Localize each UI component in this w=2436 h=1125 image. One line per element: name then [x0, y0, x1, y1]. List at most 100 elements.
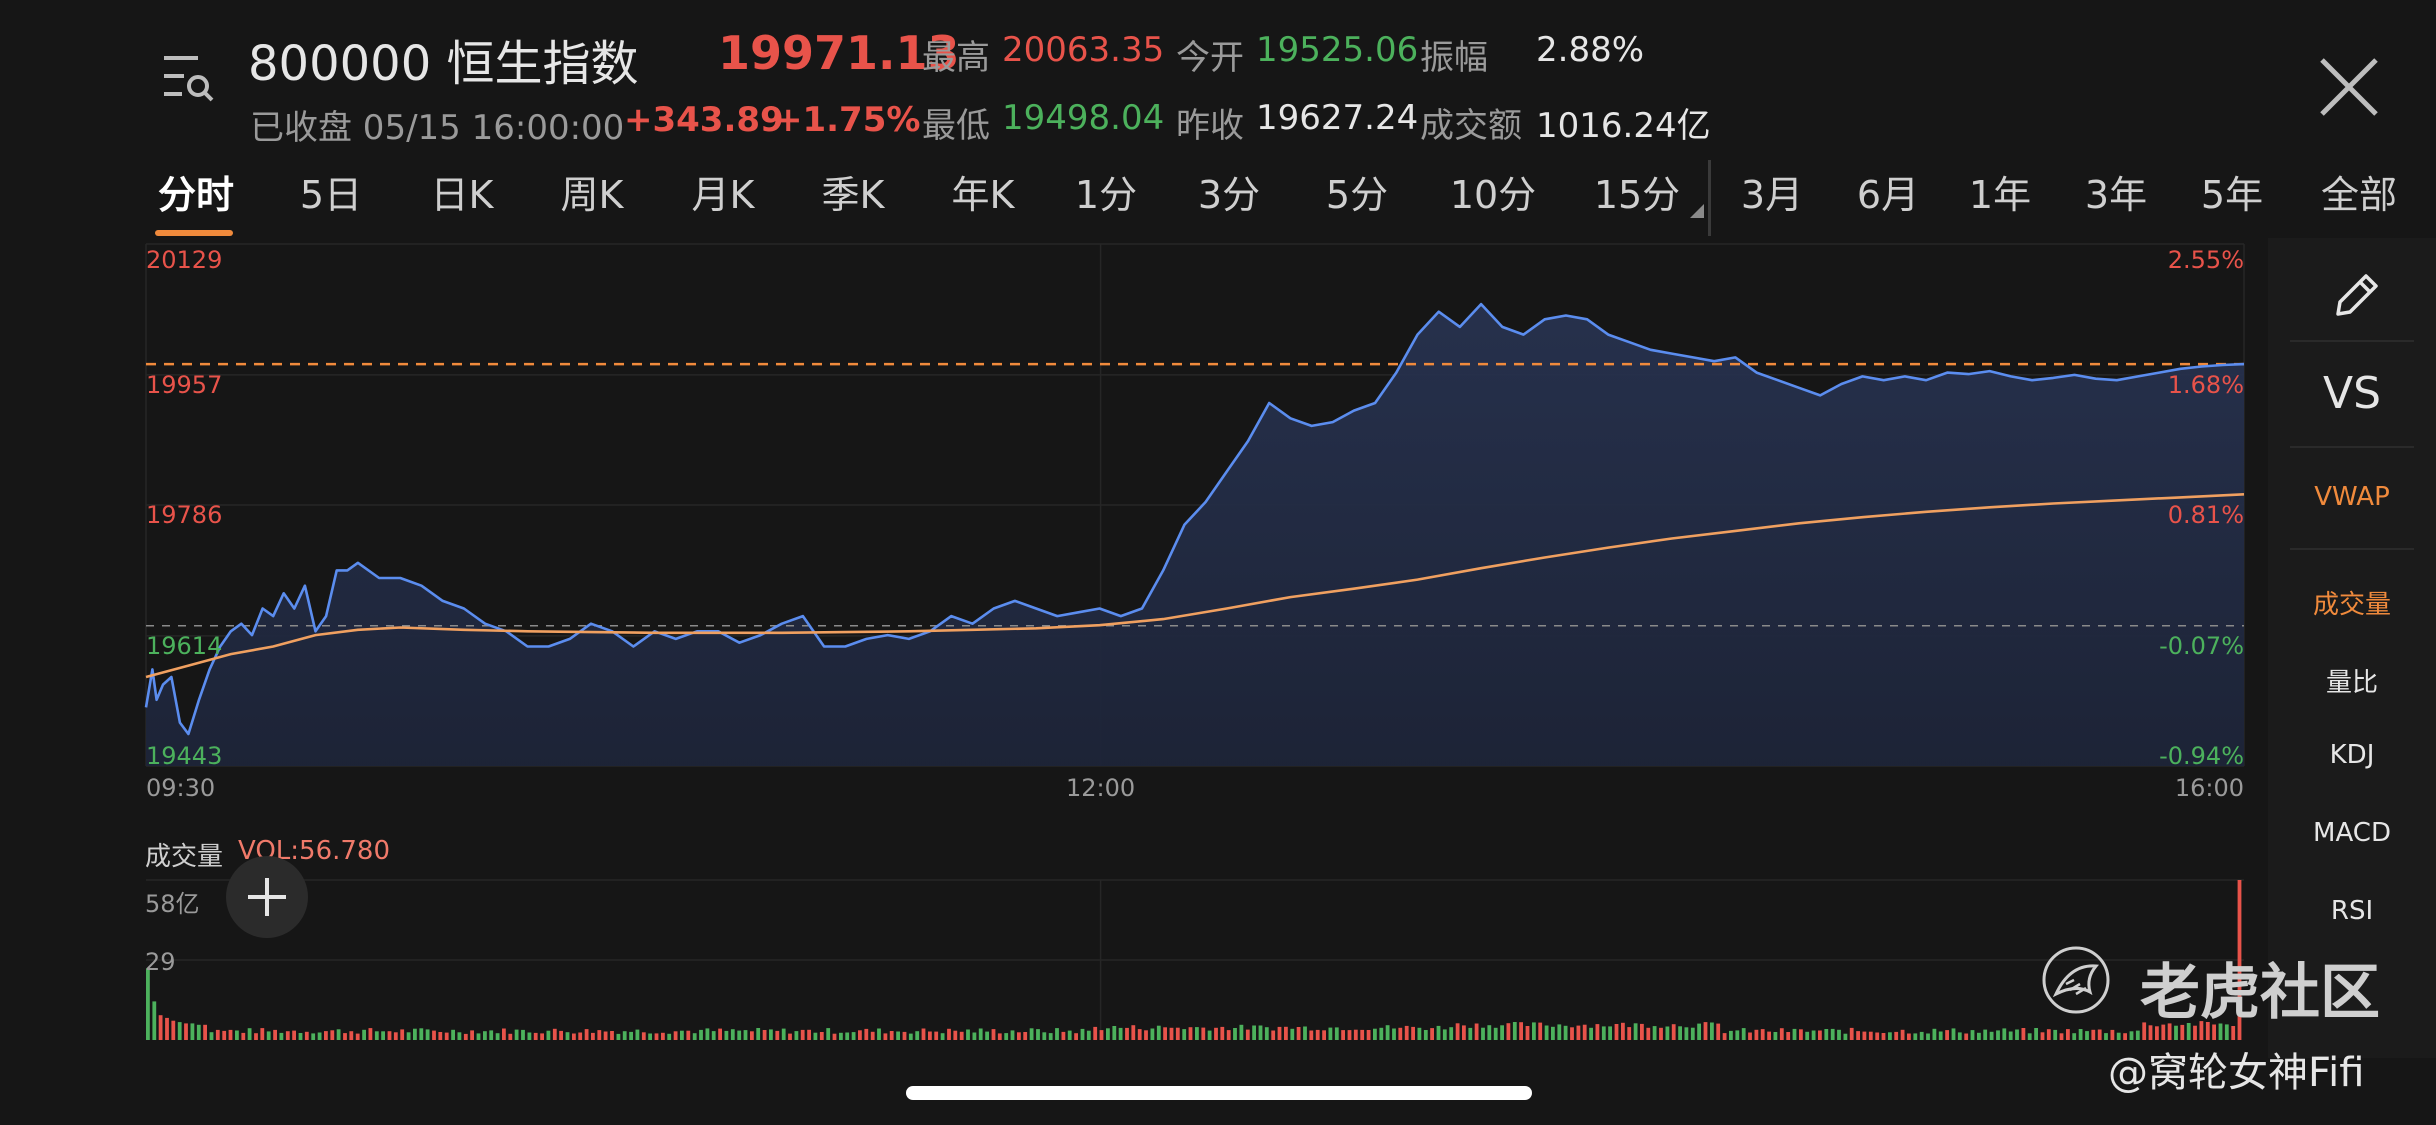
volume-bar: [177, 1022, 182, 1040]
volume-bar: [1449, 1027, 1454, 1040]
volume-bar: [966, 1029, 970, 1040]
tab-intraday[interactable]: 分时: [157, 173, 235, 217]
volume-bar: [711, 1031, 716, 1040]
volume-bar: [1226, 1030, 1231, 1040]
x-tick: 16:00: [2175, 774, 2244, 802]
timeframe-tabs: 分时 5日 日K 周K 月K 季K 年K 1分 3分 5分 10分 15分 3月…: [140, 164, 2436, 238]
tab-5min[interactable]: 5分: [1325, 173, 1389, 217]
tab-6month[interactable]: 6月: [1856, 173, 1920, 217]
tab-monthly-k[interactable]: 月K: [691, 173, 755, 217]
volume-bar: [152, 1001, 157, 1040]
volume-bar: [540, 1033, 544, 1040]
volume-bar: [2224, 1024, 2229, 1040]
volume-bar: [1805, 1031, 1810, 1040]
volume-bar: [1074, 1033, 1078, 1040]
volume-bar: [1239, 1024, 1244, 1040]
tab-all[interactable]: 全部: [2320, 173, 2398, 217]
volume-bar: [1760, 1029, 1765, 1040]
volume-bar: [1366, 1030, 1371, 1040]
tab-quarterly-k[interactable]: 季K: [821, 173, 885, 217]
volume-bar: [559, 1030, 563, 1040]
volume-bar: [1703, 1022, 1708, 1040]
tab-weekly-k[interactable]: 周K: [560, 173, 624, 217]
volume-bar: [1252, 1025, 1256, 1040]
tab-5year[interactable]: 5年: [2200, 173, 2264, 217]
edit-pencil-icon[interactable]: [2268, 264, 2436, 324]
tab-3min[interactable]: 3分: [1197, 173, 1261, 217]
volume-bar: [889, 1031, 894, 1040]
tab-daily-k[interactable]: 日K: [430, 173, 494, 217]
volume-bar: [2085, 1031, 2089, 1040]
indicator-macd[interactable]: MACD: [2313, 818, 2391, 848]
volume-bar: [241, 1032, 246, 1040]
volume-bar: [2148, 1025, 2153, 1040]
watermark-author: @窝轮女神Fifi: [2108, 1050, 2365, 1096]
zoom-plus-button[interactable]: [226, 856, 308, 938]
volume-bar: [1500, 1025, 1504, 1040]
volume-bar: [1271, 1030, 1276, 1040]
last-price: 19971.13: [718, 26, 960, 80]
tab-10min[interactable]: 10分: [1449, 173, 1537, 217]
volume-bar: [222, 1030, 227, 1040]
y-tick-left: 19614: [146, 632, 222, 660]
volume-bar: [215, 1029, 220, 1040]
volume-bar: [1048, 1033, 1053, 1040]
volume-bar: [1080, 1028, 1085, 1040]
volume-bar: [1487, 1025, 1492, 1040]
volume-bar: [1379, 1027, 1384, 1040]
volume-bar: [1589, 1027, 1593, 1040]
tab-1min[interactable]: 1分: [1074, 173, 1138, 217]
volume-label: 成交量: [145, 842, 224, 872]
volume-bar: [2059, 1033, 2064, 1040]
vs-compare-button[interactable]: VS: [2322, 368, 2382, 419]
stat-amplitude-value: 2.88%: [1536, 30, 1645, 70]
tab-3month[interactable]: 3月: [1740, 173, 1804, 217]
volume-bar: [546, 1030, 551, 1040]
volume-bar: [1684, 1027, 1689, 1040]
volume-bar: [730, 1029, 735, 1040]
volume-bar: [1010, 1030, 1015, 1040]
volume-bar: [1347, 1030, 1352, 1040]
volume-bar: [1175, 1027, 1180, 1040]
tab-3year[interactable]: 3年: [2084, 173, 2148, 217]
volume-bar: [826, 1028, 831, 1040]
volume-bar: [565, 1032, 570, 1040]
volume-bar: [978, 1028, 983, 1040]
volume-bar: [896, 1031, 900, 1040]
volume-bar: [610, 1031, 614, 1040]
volume-bar: [483, 1031, 487, 1040]
volume-bar: [1404, 1025, 1409, 1040]
volume-bar: [870, 1031, 875, 1040]
volume-bar: [235, 1030, 239, 1040]
tab-5day[interactable]: 5日: [299, 173, 363, 217]
volume-bar: [336, 1029, 341, 1040]
price-change-pct: +1.75%: [774, 100, 921, 140]
y-tick-left: 20129: [146, 246, 222, 274]
volume-bar: [2046, 1029, 2051, 1040]
indicator-kdj[interactable]: KDJ: [2329, 740, 2375, 770]
volume-bar: [1665, 1026, 1670, 1040]
volume-bar: [1029, 1028, 1034, 1040]
menu-search-icon[interactable]: [158, 50, 216, 106]
indicator-volume[interactable]: 成交量: [2312, 590, 2391, 620]
volume-bar: [1169, 1027, 1174, 1040]
tab-1year[interactable]: 1年: [1968, 173, 2032, 217]
volume-bar: [171, 1020, 176, 1040]
volume-bar: [572, 1033, 576, 1040]
tab-yearly-k[interactable]: 年K: [951, 173, 1015, 217]
vwap-toggle[interactable]: VWAP: [2314, 482, 2390, 512]
volume-bar: [1729, 1030, 1733, 1040]
indicator-volume-ratio[interactable]: 量比: [2325, 668, 2378, 698]
volume-bar: [1621, 1022, 1625, 1040]
close-icon[interactable]: [2318, 56, 2380, 118]
volume-bar: [2027, 1033, 2032, 1040]
volume-bar: [374, 1031, 379, 1040]
volume-bar: [1284, 1026, 1288, 1040]
indicator-rsi[interactable]: RSI: [2330, 896, 2374, 926]
volume-bar: [489, 1030, 494, 1040]
tab-15min[interactable]: 15分: [1593, 173, 1681, 217]
volume-bar: [527, 1032, 532, 1040]
volume-bar: [1888, 1032, 1892, 1040]
volume-bar: [1868, 1031, 1873, 1040]
